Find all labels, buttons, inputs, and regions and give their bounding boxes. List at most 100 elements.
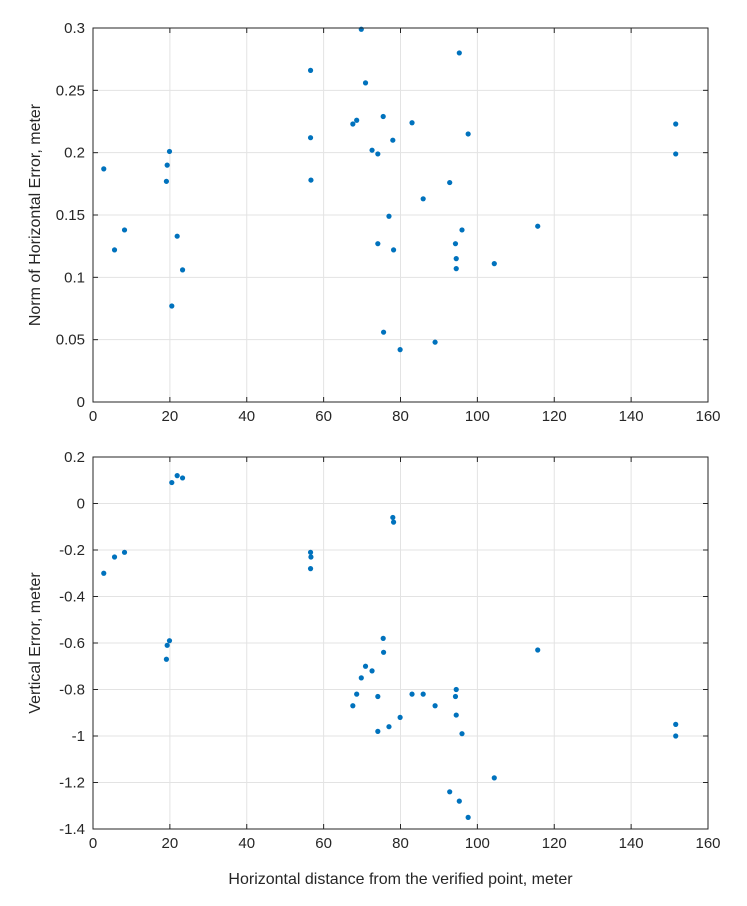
data-point bbox=[452, 693, 459, 700]
x-tick-label: 120 bbox=[542, 835, 567, 852]
data-point bbox=[409, 691, 415, 697]
data-point bbox=[535, 223, 541, 229]
data-point bbox=[369, 147, 375, 153]
data-point bbox=[453, 686, 459, 693]
data-point bbox=[459, 731, 465, 737]
x-tick-label: 60 bbox=[315, 835, 332, 852]
x-tick-label: 20 bbox=[162, 408, 179, 425]
axes-frame-bottom bbox=[92, 456, 709, 830]
data-point bbox=[390, 514, 396, 521]
data-point bbox=[673, 121, 679, 127]
data-point bbox=[432, 339, 438, 345]
data-point bbox=[166, 638, 173, 644]
data-point bbox=[420, 691, 426, 697]
data-point bbox=[673, 721, 679, 727]
x-tick-label: 20 bbox=[162, 835, 179, 852]
y-tick-label: 0.05 bbox=[56, 332, 85, 349]
x-tick-label: 40 bbox=[238, 408, 255, 425]
data-point bbox=[111, 247, 118, 253]
y-tick-label: 0.1 bbox=[64, 269, 85, 286]
x-tick-label: 60 bbox=[315, 408, 332, 425]
data-point bbox=[358, 675, 364, 681]
data-point bbox=[369, 668, 375, 674]
y-tick-labels-top: 0 0.05 0.1 0.15 0.2 0.25 0.3 bbox=[56, 20, 85, 411]
data-point bbox=[375, 241, 381, 247]
data-point bbox=[397, 714, 403, 721]
bottom-panel: 0 20 40 60 80 100 120 140 160 -1.4 -1.2 -1 -0.8 -0.6… bbox=[27, 449, 721, 888]
data-point bbox=[453, 256, 459, 262]
x-tick-label: 140 bbox=[619, 835, 644, 852]
y-axis-label-bottom: Vertical Error, meter bbox=[27, 572, 44, 714]
data-point bbox=[307, 549, 314, 555]
data-point bbox=[491, 775, 497, 781]
data-point bbox=[465, 131, 471, 137]
x-axis-label: Horizontal distance from the verified po… bbox=[228, 871, 573, 888]
y-tick-label: -1 bbox=[72, 728, 85, 745]
data-point bbox=[164, 162, 170, 168]
data-point bbox=[121, 549, 128, 555]
data-point bbox=[308, 177, 314, 183]
data-point bbox=[169, 479, 175, 486]
data-point bbox=[390, 519, 397, 525]
top-panel: 0 20 40 60 80 100 120 140 160 0 0.05 0.1 0.15 0.2 0.2… bbox=[27, 20, 721, 425]
data-point bbox=[350, 121, 356, 127]
y-tick-label: 0.3 bbox=[64, 20, 85, 37]
y-tick-label: -0.8 bbox=[59, 682, 85, 699]
data-point bbox=[164, 642, 170, 648]
x-tick-labels-bottom: 0 20 40 60 80 100 120 140 160 bbox=[89, 835, 721, 852]
data-point bbox=[307, 135, 314, 141]
data-point bbox=[362, 663, 369, 669]
data-point bbox=[375, 728, 381, 734]
data-point bbox=[456, 798, 462, 804]
y-axis-label-top: Norm of Horizontal Error, meter bbox=[27, 103, 44, 326]
data-point bbox=[101, 570, 107, 576]
data-point bbox=[452, 241, 459, 247]
data-point bbox=[179, 475, 186, 481]
data-point bbox=[163, 656, 170, 662]
data-point bbox=[535, 647, 541, 653]
data-point bbox=[380, 113, 386, 120]
data-point bbox=[380, 329, 387, 335]
data-point bbox=[673, 151, 679, 157]
data-point bbox=[673, 733, 679, 739]
y-tick-labels-bottom: -1.4 -1.2 -1 -0.8 -0.6 -0.4 -0.2 0 0.2 bbox=[59, 449, 85, 838]
y-tick-label: 0.2 bbox=[64, 449, 85, 466]
data-point bbox=[390, 137, 396, 143]
data-point bbox=[307, 67, 314, 73]
data-point bbox=[386, 724, 392, 730]
data-point bbox=[420, 196, 426, 202]
data-point bbox=[111, 554, 118, 560]
scatter-points-bottom bbox=[101, 473, 679, 820]
data-point bbox=[397, 347, 403, 353]
data-point bbox=[491, 261, 497, 267]
data-point bbox=[308, 554, 314, 560]
data-point bbox=[174, 473, 180, 479]
data-point bbox=[166, 148, 173, 155]
data-point bbox=[380, 635, 386, 641]
data-point bbox=[432, 703, 438, 709]
data-point bbox=[409, 120, 415, 126]
x-tick-label: 40 bbox=[238, 835, 255, 852]
x-tick-label: 100 bbox=[465, 408, 490, 425]
y-tick-label: -0.2 bbox=[59, 542, 85, 559]
data-point bbox=[350, 703, 356, 709]
data-point bbox=[358, 26, 364, 32]
data-point bbox=[375, 693, 381, 700]
x-tick-labels-top: 0 20 40 60 80 100 120 140 160 bbox=[89, 408, 721, 425]
x-tick-label: 80 bbox=[392, 408, 409, 425]
x-tick-label: 80 bbox=[392, 835, 409, 852]
data-point bbox=[169, 303, 175, 309]
y-tick-label: -1.2 bbox=[59, 775, 85, 792]
x-tick-label: 140 bbox=[619, 408, 644, 425]
data-point bbox=[354, 691, 360, 697]
data-point bbox=[390, 247, 397, 253]
scatter-points-top bbox=[101, 26, 679, 353]
x-tick-label: 160 bbox=[695, 835, 720, 852]
data-point bbox=[465, 814, 471, 820]
axes-frame-top bbox=[92, 27, 709, 403]
data-point bbox=[459, 227, 465, 233]
y-tick-label: -1.4 bbox=[59, 821, 85, 838]
data-point bbox=[362, 80, 369, 86]
x-tick-label: 0 bbox=[89, 835, 97, 852]
